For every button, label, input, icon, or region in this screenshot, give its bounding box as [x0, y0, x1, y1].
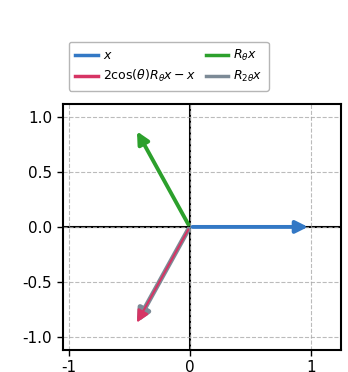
Legend: $x$, $2\cos(\theta)R_{\theta}x - x$, $R_{\theta}x$, $R_{2\theta}x$: $x$, $2\cos(\theta)R_{\theta}x - x$, $R_… — [69, 42, 269, 91]
